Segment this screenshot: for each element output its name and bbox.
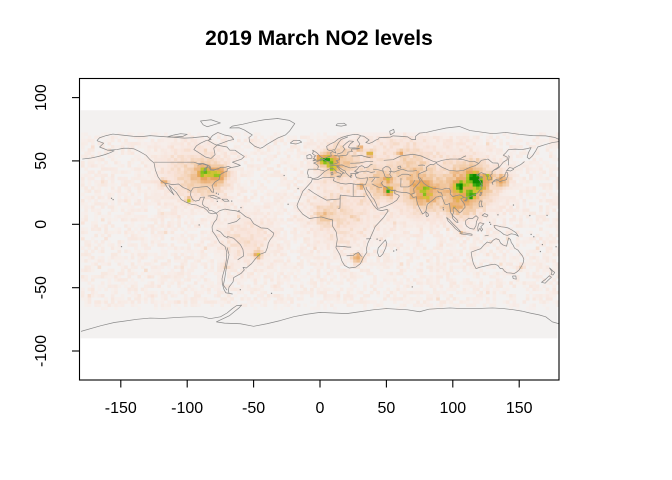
y-axis-tick-label: -100: [33, 335, 50, 367]
y-axis-tick-label: 100: [33, 84, 50, 111]
x-axis-tick-label: 150: [506, 400, 533, 417]
x-axis-tick-label: 100: [439, 400, 466, 417]
y-axis-tick-label: 50: [33, 152, 50, 170]
x-axis-tick-label: -100: [171, 400, 203, 417]
plot-border: [78, 77, 560, 381]
map-canvas: [79, 78, 559, 380]
y-axis-tick-label: -50: [33, 276, 50, 299]
x-axis-tick-label: 50: [378, 400, 396, 417]
x-axis-tick-label: -150: [105, 400, 137, 417]
plot-title: 2019 March NO2 levels: [205, 27, 433, 50]
y-axis-tick-label: 0: [33, 220, 50, 229]
x-axis-tick-label: -50: [242, 400, 265, 417]
x-axis-tick-label: 0: [316, 400, 325, 417]
